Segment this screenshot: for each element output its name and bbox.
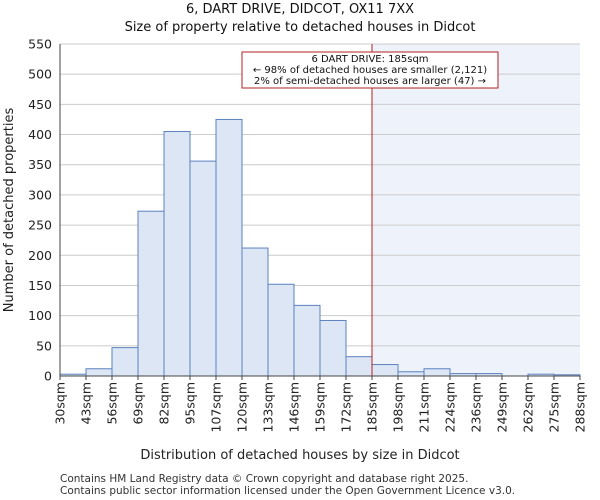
x-tick-label: 146sqm bbox=[287, 382, 302, 432]
histogram-bar bbox=[85, 368, 113, 377]
x-tick-label: 120sqm bbox=[235, 382, 250, 432]
y-tick-label: 500 bbox=[28, 67, 52, 82]
histogram-bar bbox=[345, 356, 373, 377]
y-tick-label: 250 bbox=[28, 218, 52, 233]
annotation-line: 2% of semi-detached houses are larger (4… bbox=[254, 76, 486, 87]
y-tick-label: 200 bbox=[28, 248, 52, 263]
x-tick-label: 262sqm bbox=[521, 382, 536, 432]
x-tick-label: 95sqm bbox=[183, 382, 198, 425]
x-tick-label: 185sqm bbox=[365, 382, 380, 432]
y-axis-title: Number of detached properties bbox=[2, 108, 17, 313]
y-tick-label: 0 bbox=[44, 369, 52, 384]
x-axis-title: Distribution of detached houses by size … bbox=[140, 448, 459, 463]
y-tick-label: 550 bbox=[28, 37, 52, 52]
x-tick-label: 249sqm bbox=[495, 382, 510, 432]
x-tick-label: 30sqm bbox=[53, 382, 68, 425]
histogram-bar bbox=[189, 160, 217, 377]
histogram-bar bbox=[423, 368, 451, 377]
highlight-region bbox=[372, 44, 580, 376]
histogram-bar bbox=[267, 283, 295, 377]
x-tick-label: 224sqm bbox=[443, 382, 458, 432]
x-tick-label: 56sqm bbox=[105, 382, 120, 425]
y-tick-label: 450 bbox=[28, 97, 52, 112]
annotation-box bbox=[241, 51, 499, 89]
x-tick-label: 69sqm bbox=[131, 382, 146, 425]
chart-title-line1: 6, DART DRIVE, DIDCOT, OX11 7XX bbox=[186, 2, 414, 17]
histogram-bar bbox=[215, 118, 243, 377]
histogram-bar bbox=[397, 371, 425, 377]
x-tick-label: 172sqm bbox=[339, 382, 354, 432]
x-tick-label: 288sqm bbox=[573, 382, 588, 432]
histogram-bar bbox=[111, 347, 139, 377]
plot-area: 0 50 100 150 200 250 300 350 400 450 500 550 30sqm 43… bbox=[28, 37, 587, 433]
y-tick-label: 400 bbox=[28, 127, 52, 142]
histogram-bar bbox=[163, 131, 191, 377]
x-tick-label: 275sqm bbox=[547, 382, 562, 432]
chart-title-line2: Size of property relative to detached ho… bbox=[125, 20, 476, 35]
x-tick-label: 198sqm bbox=[391, 382, 406, 432]
y-tick-label: 350 bbox=[28, 157, 52, 172]
histogram-bar bbox=[137, 210, 165, 377]
histogram-bar bbox=[371, 364, 399, 377]
y-tick-label: 150 bbox=[28, 278, 52, 293]
x-tick-label: 159sqm bbox=[313, 382, 328, 432]
y-tick-label: 50 bbox=[36, 338, 52, 353]
annotation-line: 6 DART DRIVE: 185sqm bbox=[311, 54, 428, 65]
histogram-bar bbox=[293, 304, 321, 377]
x-tick-label: 82sqm bbox=[157, 382, 172, 425]
footer-line2: Contains public sector information licen… bbox=[60, 485, 515, 497]
y-tick-label: 100 bbox=[28, 308, 52, 323]
x-tick-label: 43sqm bbox=[79, 382, 94, 425]
x-tick-label: 107sqm bbox=[209, 382, 224, 432]
x-tick-label: 236sqm bbox=[469, 382, 484, 432]
annotation-line: ← 98% of detached houses are smaller (2,… bbox=[253, 65, 487, 76]
footer-line1: Contains HM Land Registry data © Crown c… bbox=[60, 473, 468, 485]
y-tick-label: 300 bbox=[28, 187, 52, 202]
x-tick-label: 211sqm bbox=[417, 382, 432, 432]
x-tick-label: 133sqm bbox=[261, 382, 276, 432]
histogram-bar bbox=[319, 319, 347, 377]
histogram-bar bbox=[241, 247, 269, 377]
